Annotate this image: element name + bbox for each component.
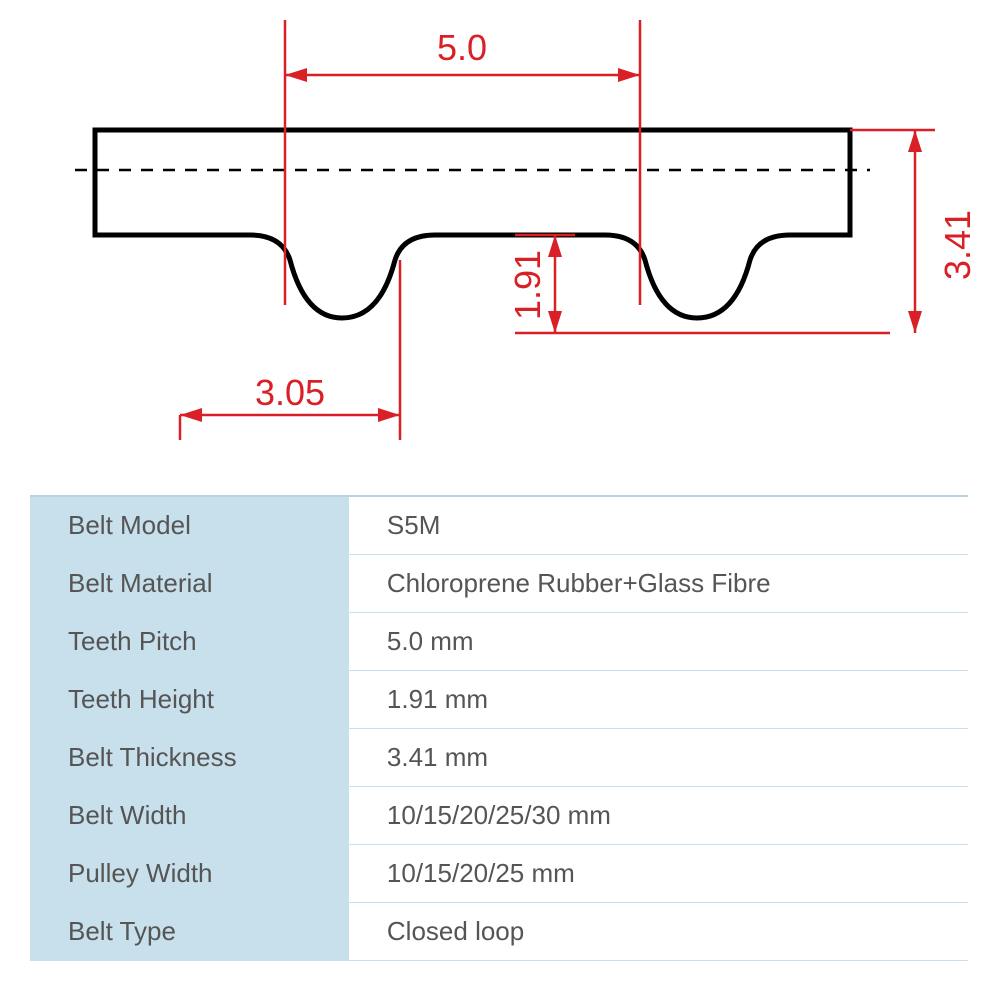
spec-label: Belt Material [30, 555, 349, 613]
table-row: Teeth Pitch 5.0 mm [30, 613, 968, 671]
dim-pitch-label: 5.0 [437, 27, 487, 68]
dim-tooth-width-label: 3.05 [255, 372, 325, 413]
table-row: Belt Model S5M [30, 496, 968, 555]
spec-value: 5.0 mm [349, 613, 968, 671]
spec-label: Belt Width [30, 787, 349, 845]
table-row: Belt Material Chloroprene Rubber+Glass F… [30, 555, 968, 613]
table-row: Belt Width 10/15/20/25/30 mm [30, 787, 968, 845]
spec-table: Belt Model S5M Belt Material Chloroprene… [30, 495, 968, 961]
spec-table-container: Belt Model S5M Belt Material Chloroprene… [30, 495, 968, 961]
table-row: Pulley Width 10/15/20/25 mm [30, 845, 968, 903]
spec-value: Chloroprene Rubber+Glass Fibre [349, 555, 968, 613]
belt-profile-diagram: 5.0 3.05 1.91 3.41 [0, 0, 1000, 470]
spec-label: Belt Model [30, 496, 349, 555]
spec-value: Closed loop [349, 903, 968, 961]
spec-value: 10/15/20/25/30 mm [349, 787, 968, 845]
spec-label: Teeth Pitch [30, 613, 349, 671]
spec-value: 1.91 mm [349, 671, 968, 729]
table-row: Belt Thickness 3.41 mm [30, 729, 968, 787]
table-row: Teeth Height 1.91 mm [30, 671, 968, 729]
spec-label: Belt Type [30, 903, 349, 961]
belt-profile-path [95, 130, 850, 318]
table-row: Belt Type Closed loop [30, 903, 968, 961]
spec-value: 3.41 mm [349, 729, 968, 787]
spec-label: Pulley Width [30, 845, 349, 903]
spec-label: Belt Thickness [30, 729, 349, 787]
diagram-svg: 5.0 3.05 1.91 3.41 [0, 0, 1000, 470]
spec-value: 10/15/20/25 mm [349, 845, 968, 903]
spec-value: S5M [349, 496, 968, 555]
dim-tooth-height-label: 1.91 [507, 250, 548, 320]
dim-thickness-label: 3.41 [937, 210, 978, 280]
spec-label: Teeth Height [30, 671, 349, 729]
